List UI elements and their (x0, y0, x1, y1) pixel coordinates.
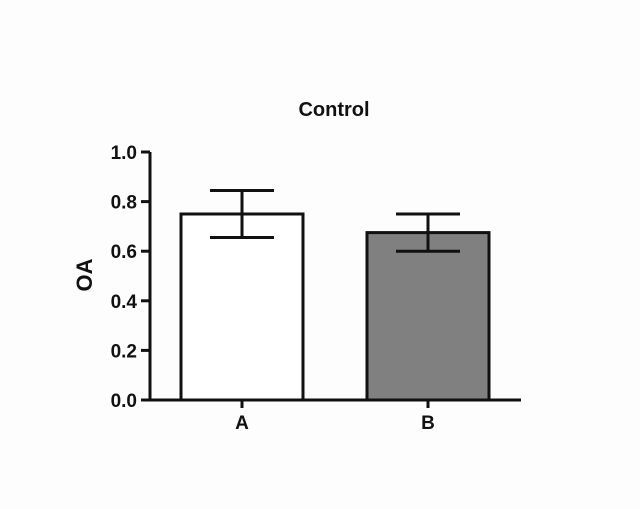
chart-title: Control (298, 99, 369, 121)
y-axis-label: OA (72, 258, 97, 291)
y-tick-label: 0.0 (111, 391, 137, 412)
x-tick-label: A (235, 413, 249, 434)
bar-A (179, 212, 305, 402)
bars (179, 188, 491, 402)
y-tick-label: 0.2 (111, 341, 137, 362)
y-tick-label: 0.8 (111, 193, 137, 214)
y-ticks: 0.0 0.2 0.4 0.6 0.8 1.0 (111, 143, 150, 412)
bar-B (365, 231, 491, 402)
x-tick-label: B (421, 413, 435, 434)
y-tick-label: 1.0 (111, 143, 137, 164)
y-tick-label: 0.6 (111, 242, 137, 263)
y-tick-label: 0.4 (111, 292, 138, 313)
